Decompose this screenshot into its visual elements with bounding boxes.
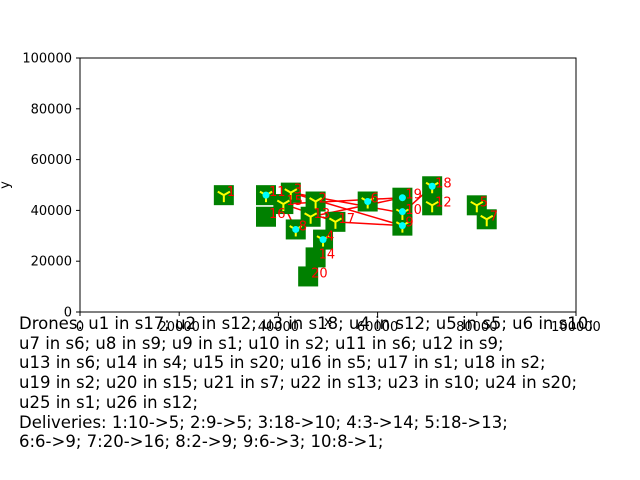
axes-layer: 0 20000 40000 60000 80000 100000 0 20000 40000 60… (22, 52, 600, 336)
station-label-8: 8 (299, 219, 307, 234)
drone-marker-12 (425, 200, 439, 213)
station-label-5: 5 (480, 195, 488, 210)
station-label-11: 11 (269, 185, 286, 200)
y-tick-label: 40000 (31, 204, 72, 219)
station-label-3: 3 (294, 183, 302, 198)
drone-position-dot (398, 194, 406, 202)
y-tick-label: 0 (64, 306, 72, 321)
x-axis-label: x (324, 315, 332, 330)
station-label-6: 6 (371, 192, 379, 207)
station-label-4: 4 (326, 230, 334, 245)
station-label-14: 14 (319, 247, 336, 262)
drone-position-dot (398, 208, 406, 216)
x-tick-label: 0 (76, 320, 84, 335)
drone-marker-3 (284, 188, 298, 200)
station-label-20: 20 (311, 266, 328, 281)
x-tick-label: 60000 (357, 320, 398, 335)
station-label-12: 12 (435, 195, 452, 210)
station-marker-20 (298, 266, 319, 287)
drones-layer (217, 181, 494, 247)
y-tick-label: 100000 (22, 52, 72, 67)
station-label-18: 18 (435, 176, 452, 191)
x-tick-label: 40000 (258, 320, 299, 335)
drone-position-dot (364, 198, 372, 206)
drone-marker-17 (328, 217, 343, 229)
station-label-16: 16 (269, 207, 286, 222)
station-label-7: 7 (490, 209, 498, 224)
drone-marker-2 (309, 197, 323, 209)
station-label-9: 9 (405, 216, 413, 231)
plot-area (80, 58, 576, 312)
y-tick-label: 20000 (31, 255, 72, 270)
station-label-15: 15 (286, 194, 303, 209)
drone-marker-13 (304, 212, 318, 224)
x-tick-label: 100000 (551, 320, 601, 335)
station-label-2: 2 (319, 192, 327, 207)
axes-frame (79, 57, 577, 313)
station-label-13: 13 (314, 207, 331, 222)
drone-marker-15 (276, 199, 290, 212)
station-marker-16 (256, 206, 276, 227)
station-label-19: 19 (405, 188, 422, 203)
station-label-10: 10 (405, 203, 422, 218)
y-axis-label: y (0, 181, 13, 189)
station-marker-14 (305, 247, 326, 268)
x-tick-label: 20000 (159, 320, 200, 335)
y-tick-label: 60000 (31, 153, 72, 168)
drone-marker-5 (470, 200, 484, 213)
drone-position-dot (262, 191, 270, 199)
drone-marker-1 (217, 190, 231, 203)
route-line-9-17 (335, 221, 403, 227)
drone-position-dot (398, 222, 406, 230)
drone-marker-7 (480, 214, 494, 227)
info-caption: Drones: u1 in s17; u2 in s12; u3 in s18;… (19, 314, 594, 452)
drone-position-dot (319, 236, 327, 244)
y-tick-label: 80000 (31, 102, 72, 117)
drone-position-dot (428, 182, 436, 190)
station-label-17: 17 (338, 212, 355, 227)
drone-position-dot (292, 225, 300, 233)
x-tick-label: 80000 (456, 320, 497, 335)
station-label-1: 1 (227, 185, 235, 200)
route-line-19-15 (283, 196, 403, 205)
